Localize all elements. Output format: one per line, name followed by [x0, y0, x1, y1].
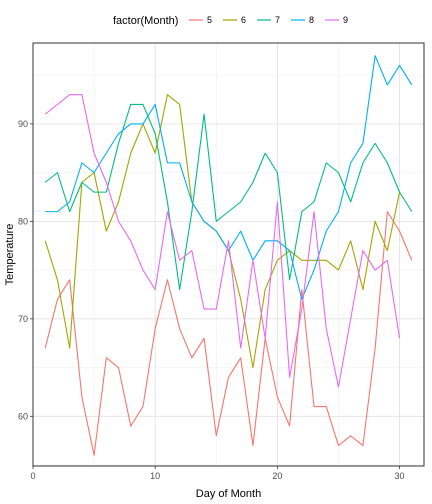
legend: factor(Month) 5 6 7 8 9 [113, 15, 348, 27]
panel-border [32, 42, 425, 467]
y-axis-title: Temperature [4, 224, 16, 286]
legend-label-5: 5 [207, 15, 212, 25]
x-tick-label: 10 [150, 471, 160, 481]
y-tick-label: 80 [18, 216, 28, 226]
y-tick-label: 70 [18, 314, 28, 324]
legend-label-9: 9 [343, 15, 348, 25]
x-tick-label: 20 [272, 471, 282, 481]
legend-label-6: 6 [241, 15, 246, 25]
y-tick-label: 90 [18, 119, 28, 129]
legend-label-8: 8 [309, 15, 314, 25]
x-axis-title: Day of Month [196, 488, 261, 500]
series-line-5 [44, 211, 413, 456]
series-line-8 [45, 55, 413, 300]
grid-layer [32, 43, 424, 466]
legend-items: 5 6 7 8 9 [189, 15, 348, 25]
x-tick-label: 30 [395, 471, 405, 481]
series-layer [44, 55, 413, 456]
legend-title: factor(Month) [113, 15, 178, 27]
y-tick-label: 60 [18, 411, 28, 421]
tick-layer: 0 10 20 30 60 70 80 90 [18, 119, 405, 481]
x-tick-label: 0 [30, 471, 35, 481]
legend-label-7: 7 [275, 15, 280, 25]
series-line-9 [44, 94, 401, 388]
series-line-7 [44, 103, 413, 291]
